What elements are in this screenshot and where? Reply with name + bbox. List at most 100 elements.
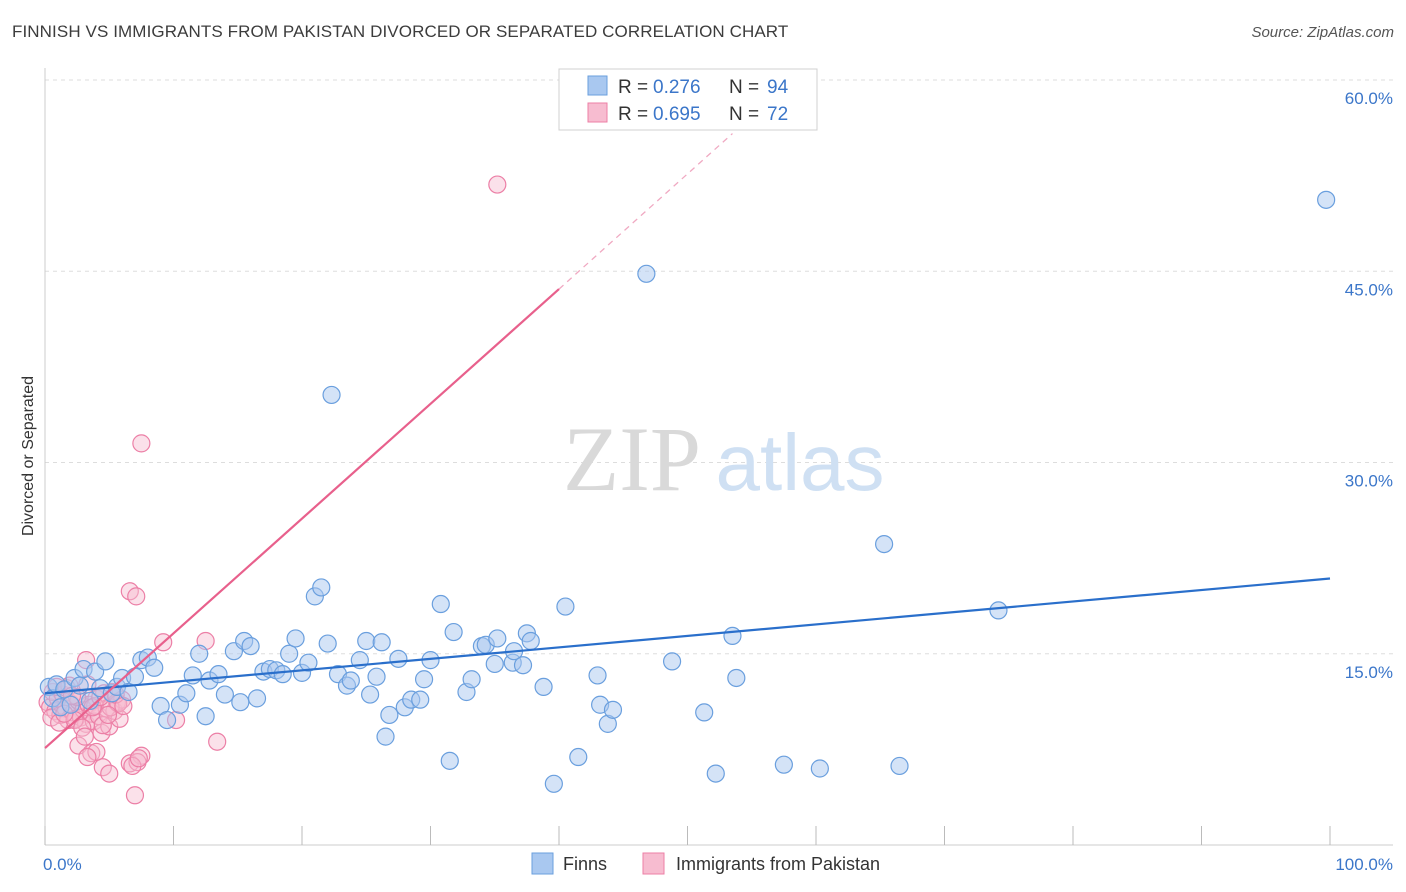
pakistan-point-43 xyxy=(87,742,106,762)
watermark: ZIP atlas xyxy=(563,408,884,510)
legend-r-label-1: R = xyxy=(618,77,648,98)
finns-point-24 xyxy=(177,684,196,703)
finns-point-87 xyxy=(662,652,682,671)
finns-point-16 xyxy=(119,682,138,702)
bottom-legend-swatch-finns xyxy=(531,852,554,875)
finns-point-56 xyxy=(376,727,395,746)
finns-point-72 xyxy=(488,629,507,648)
pakistan-point-37 xyxy=(93,716,112,735)
grid-lines xyxy=(45,79,1393,655)
bottom-legend: Finns Immigrants from Pakistan xyxy=(531,852,880,875)
finns-point-93 xyxy=(810,759,829,778)
finns-point-61 xyxy=(411,690,430,709)
legend-n-value-1: 94 xyxy=(767,77,789,98)
y-tick-label-2: 45.0% xyxy=(1345,280,1393,299)
pakistan-point-46 xyxy=(100,764,119,783)
finns-point-79 xyxy=(544,774,563,793)
y-tick-label-0: 15.0% xyxy=(1345,663,1393,682)
finns-point-65 xyxy=(440,751,459,770)
finns-point-92 xyxy=(774,755,793,774)
finns-point-78 xyxy=(534,677,553,697)
finns-point-53 xyxy=(361,685,380,704)
finns-point-62 xyxy=(414,670,434,689)
finns-point-68 xyxy=(462,670,481,689)
finns-point-27 xyxy=(196,707,215,726)
x-tick-label-0: 0.0% xyxy=(43,855,82,874)
finns-point-55 xyxy=(372,633,391,652)
legend-r-label-2: R = xyxy=(618,104,648,125)
pakistan-point-55 xyxy=(132,434,151,453)
trend-lines xyxy=(44,133,1331,749)
bottom-legend-pakistan: Immigrants from Pakistan xyxy=(676,854,880,874)
legend-n-label-2: N = xyxy=(729,104,759,125)
finns-point-77 xyxy=(521,631,540,651)
finns-point-80 xyxy=(556,597,575,616)
legend-n-label-1: N = xyxy=(729,77,759,98)
finns-point-50 xyxy=(341,671,360,690)
finns-point-47 xyxy=(322,385,341,405)
pakistan-point-41 xyxy=(75,727,94,746)
pakistan-point-59 xyxy=(208,732,227,751)
chart-title: FINNISH VS IMMIGRANTS FROM PAKISTAN DIVO… xyxy=(12,22,789,41)
finns-point-91 xyxy=(727,668,746,688)
finns-point-39 xyxy=(273,665,292,684)
legend-swatch-finns xyxy=(587,75,608,96)
finns-trend-line xyxy=(44,577,1331,695)
bottom-legend-swatch-pakistan xyxy=(642,852,665,875)
finns-point-20 xyxy=(145,658,164,677)
bottom-legend-finns: Finns xyxy=(563,854,607,874)
finns-point-54 xyxy=(367,667,386,686)
y-axis-label: Divorced or Separated xyxy=(20,376,37,536)
finns-point-17 xyxy=(125,667,145,686)
finns-point-22 xyxy=(157,710,177,730)
pakistan-point-44 xyxy=(78,747,97,767)
y-tick-label-3: 60.0% xyxy=(1345,89,1393,108)
finns-point-34 xyxy=(241,636,260,656)
legend-r-value-1: 0.276 xyxy=(653,77,701,98)
legend-r-value-2: 0.695 xyxy=(653,104,701,125)
pakistan-point-60 xyxy=(488,175,507,194)
finns-point-81 xyxy=(569,747,588,767)
finns-point-57 xyxy=(380,705,399,725)
x-tick-label-1: 100.0% xyxy=(1335,855,1393,874)
legend-swatch-pakistan xyxy=(587,102,608,123)
watermark-zip: ZIP xyxy=(563,408,701,510)
finns-point-43 xyxy=(299,653,318,672)
finns-point-85 xyxy=(603,700,623,719)
x-tick-labels: 0.0% 100.0% xyxy=(43,855,1393,874)
finns-point-94 xyxy=(875,534,894,554)
finns-point-58 xyxy=(389,649,408,668)
top-legend: R = 0.276 N = 94 R = 0.695 N = 72 xyxy=(558,68,818,131)
pakistan-trend-line xyxy=(44,288,560,749)
pakistan-point-52 xyxy=(129,749,148,768)
finns-point-86 xyxy=(637,264,656,283)
pakistan-trend-extension xyxy=(558,133,733,290)
finns-point-90 xyxy=(723,626,742,646)
pakistan-point-50 xyxy=(125,786,145,805)
pakistan-point-54 xyxy=(127,587,146,606)
finns-point-40 xyxy=(280,644,299,663)
finns-point-64 xyxy=(431,594,450,614)
finns-point-35 xyxy=(247,689,267,708)
finns-point-5 xyxy=(61,695,80,714)
finns-point-97 xyxy=(1317,190,1336,209)
finns-point-71 xyxy=(485,654,504,674)
finns-point-96 xyxy=(989,601,1008,620)
finns-point-46 xyxy=(318,634,337,653)
finns-point-95 xyxy=(890,756,909,776)
finns-point-89 xyxy=(706,764,725,783)
source-label: Source: ZipAtlas.com xyxy=(1251,24,1394,41)
finns-point-26 xyxy=(190,644,209,663)
y-tick-labels: 15.0% 30.0% 45.0% 60.0% xyxy=(1345,89,1393,682)
axes xyxy=(44,68,1393,846)
legend-n-value-2: 72 xyxy=(767,104,788,125)
finns-point-82 xyxy=(588,666,607,685)
finns-points xyxy=(39,190,1336,793)
finns-point-66 xyxy=(444,622,463,642)
finns-point-32 xyxy=(231,693,250,712)
finns-point-75 xyxy=(513,656,533,675)
y-tick-label-1: 30.0% xyxy=(1345,472,1393,491)
finns-point-88 xyxy=(695,703,714,722)
pakistan-points xyxy=(38,175,507,805)
